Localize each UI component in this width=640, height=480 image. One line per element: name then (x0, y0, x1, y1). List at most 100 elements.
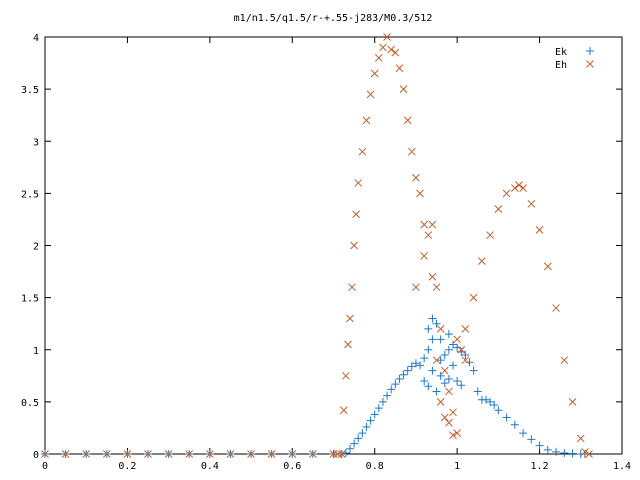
data-point-eh (41, 450, 49, 458)
data-point-eh (428, 220, 437, 229)
data-point-eh (342, 371, 350, 380)
x-tick-label: 0.2 (118, 461, 136, 472)
y-tick-label: 4 (33, 33, 39, 44)
data-point-eh (576, 434, 585, 443)
x-tick-label: 1 (454, 461, 460, 472)
data-point-ek (461, 350, 470, 359)
data-point-eh (346, 314, 354, 323)
data-point-eh (379, 43, 387, 52)
data-point-eh (440, 366, 449, 375)
data-point-eh (403, 116, 412, 125)
data-point-eh (102, 450, 111, 458)
data-point-eh (478, 257, 486, 265)
data-point-ek (481, 395, 490, 404)
data-point-ek (374, 404, 383, 413)
data-point-eh (581, 448, 589, 456)
data-point-eh (164, 450, 173, 458)
legend-marker-eh (586, 60, 594, 68)
data-point-eh (552, 304, 560, 312)
data-point-eh (449, 408, 457, 417)
data-point-ek (449, 340, 458, 349)
data-point-ek (416, 361, 425, 370)
data-point-ek (490, 401, 499, 410)
data-point-ek (391, 380, 400, 389)
data-point-ek (486, 397, 495, 406)
data-point-eh (247, 450, 255, 458)
x-tick-label: 0.4 (201, 461, 219, 472)
data-point-ek (358, 429, 367, 438)
data-point-eh (350, 241, 358, 250)
data-point-eh (494, 205, 503, 213)
data-point-eh (469, 293, 478, 302)
data-point-eh (226, 450, 235, 458)
data-point-eh (432, 283, 441, 292)
data-point-eh (535, 226, 544, 234)
data-point-ek (345, 444, 354, 453)
data-point-ek (436, 371, 445, 380)
data-point-ek (473, 387, 482, 396)
y-tick-label: 0.5 (21, 398, 39, 409)
data-point-ek (383, 391, 392, 400)
y-tick-label: 3 (33, 137, 39, 148)
y-tick-label: 2 (33, 242, 39, 253)
data-point-eh (515, 181, 523, 189)
data-point-eh (412, 283, 420, 292)
data-point-ek (444, 345, 453, 354)
data-point-ek (350, 439, 359, 448)
y-tick-label: 1.5 (21, 294, 39, 305)
series-eh (41, 33, 593, 458)
data-point-ek (436, 335, 445, 344)
data-point-ek (580, 450, 589, 458)
data-point-eh (348, 283, 356, 292)
data-point-eh (399, 85, 408, 93)
data-point-ek (354, 434, 363, 443)
data-point-eh (358, 147, 367, 156)
y-tick-label: 1 (33, 346, 39, 357)
data-point-eh (123, 450, 132, 458)
data-point-eh (412, 173, 420, 182)
x-tick-label: 1.2 (531, 461, 549, 472)
data-point-eh (510, 184, 519, 193)
data-point-eh (267, 450, 276, 458)
data-point-ek (399, 370, 408, 379)
data-point-eh (585, 450, 593, 458)
data-point-eh (432, 356, 441, 365)
data-point-eh (445, 418, 453, 427)
data-point-eh (416, 189, 424, 198)
plot-frame (44, 36, 623, 455)
data-point-eh (453, 429, 461, 438)
y-tick-label: 2.5 (21, 189, 39, 200)
data-point-ek (444, 330, 453, 339)
data-point-eh (436, 398, 445, 406)
data-point-eh (424, 231, 433, 239)
data-point-eh (568, 398, 577, 406)
data-point-eh (527, 199, 536, 208)
data-point-ek (403, 366, 412, 375)
data-point-ek (510, 420, 519, 429)
data-point-ek (428, 314, 437, 323)
data-point-ek (457, 381, 466, 390)
data-point-eh (383, 33, 391, 41)
x-tick-label: 0.6 (283, 461, 301, 472)
data-point-ek (428, 366, 437, 375)
data-point-eh (436, 325, 445, 333)
data-point-eh (354, 179, 363, 187)
data-point-eh (420, 252, 429, 260)
data-point-ek (370, 410, 379, 419)
data-point-ek (449, 361, 458, 370)
data-point-eh (440, 413, 449, 422)
data-point-eh (519, 184, 527, 193)
data-point-ek (387, 385, 396, 394)
data-point-eh (449, 431, 457, 440)
data-point-ek (543, 445, 552, 454)
data-point-ek (552, 447, 561, 456)
data-point-ek (362, 422, 371, 431)
data-point-ek (440, 350, 449, 359)
y-tick-label: 0 (33, 450, 39, 461)
data-point-eh (560, 356, 569, 365)
data-point-ek (424, 345, 433, 354)
data-point-ek (502, 413, 511, 422)
data-point-ek (568, 449, 577, 458)
data-point-eh (185, 450, 194, 458)
